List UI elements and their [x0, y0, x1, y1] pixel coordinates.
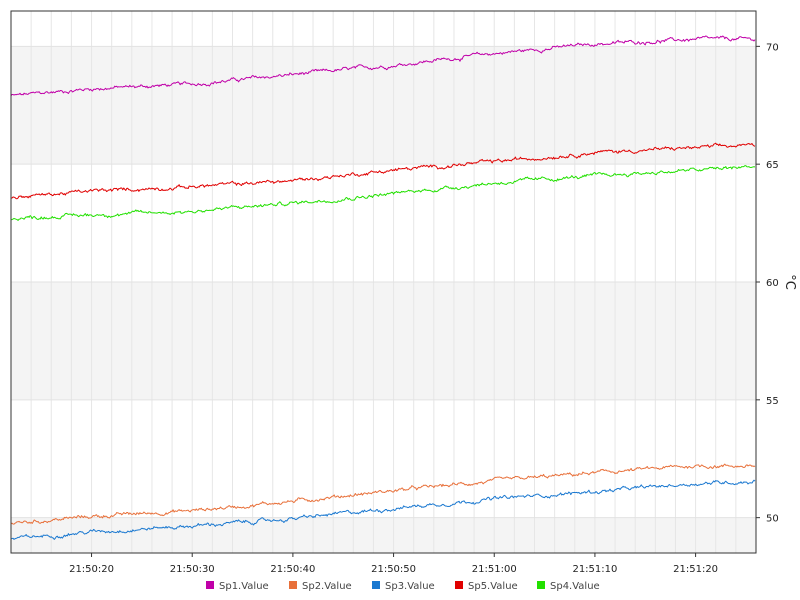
y-tick-label: 65 [766, 160, 779, 171]
x-tick-label: 21:50:20 [69, 564, 114, 575]
legend-label: Sp3.Value [385, 581, 435, 592]
legend-swatch [289, 581, 297, 589]
series-line-sp1-value [10, 35, 756, 97]
x-axis: 21:50:20 21:50:30 21:50:40 21:50:50 21:51:00… [69, 553, 718, 575]
legend: Sp1.Value Sp2.Value Sp3.Value Sp5.Value Sp4.… [206, 581, 600, 592]
series-lines [10, 35, 756, 540]
legend-swatch [372, 581, 380, 589]
plot-band [11, 46, 756, 165]
y-axis-title: °C [782, 274, 797, 290]
legend-label: Sp4.Value [550, 581, 600, 592]
legend-swatch [455, 581, 463, 589]
series-line-sp4-value [10, 165, 756, 221]
series-line-sp3-value [10, 479, 756, 540]
y-tick-label: 55 [766, 396, 779, 407]
plot-band [11, 282, 756, 400]
y-tick-label: 50 [766, 514, 779, 525]
y-axis: 50 55 60 65 70 [756, 42, 779, 525]
x-tick-label: 21:50:30 [170, 564, 215, 575]
series-line-sp5-value [10, 142, 756, 200]
legend-label: Sp5.Value [468, 581, 518, 592]
y-tick-label: 60 [766, 278, 779, 289]
legend-swatch [206, 581, 214, 589]
horizontal-gridlines [11, 45, 756, 519]
y-tick-label: 70 [766, 42, 779, 53]
x-tick-label: 21:50:50 [371, 564, 416, 575]
x-tick-label: 21:51:00 [472, 564, 517, 575]
x-tick-label: 21:51:20 [673, 564, 718, 575]
plot-band [11, 517, 756, 553]
x-tick-label: 21:51:10 [572, 564, 617, 575]
x-tick-label: 21:50:40 [270, 564, 315, 575]
plot-bands [11, 46, 756, 553]
series-line-sp2-value [10, 463, 756, 525]
legend-label: Sp1.Value [219, 581, 269, 592]
legend-swatch [537, 581, 545, 589]
legend-label: Sp2.Value [302, 581, 352, 592]
